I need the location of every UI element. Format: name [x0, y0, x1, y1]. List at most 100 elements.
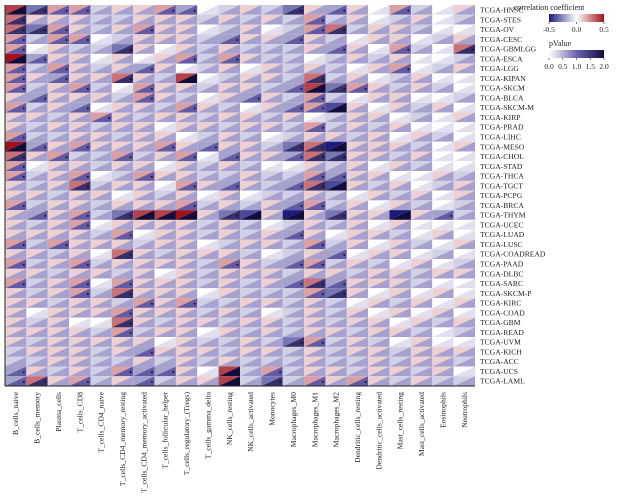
pvalue-triangle — [154, 161, 176, 172]
pvalue-triangle — [175, 63, 198, 74]
correlation-triangle — [368, 288, 390, 299]
pvalue-triangle — [346, 5, 369, 15]
pvalue-triangle — [154, 376, 176, 386]
correlation-triangle — [389, 122, 411, 132]
pvalue-triangle — [154, 14, 176, 25]
correlation-triangle — [90, 73, 112, 84]
correlation-triangle — [282, 171, 305, 181]
pvalue-triangle — [389, 259, 411, 269]
correlation-triangle — [90, 83, 112, 93]
correlation-triangle — [325, 171, 347, 181]
correlation-triangle — [26, 200, 48, 211]
significance-marker — [343, 87, 346, 90]
pvalue-triangle — [5, 63, 27, 74]
pvalue-triangle — [346, 141, 369, 152]
correlation-triangle — [26, 83, 48, 93]
correlation-triangle — [111, 268, 134, 279]
correlation-triangle — [154, 200, 176, 211]
significance-marker — [343, 175, 346, 178]
correlation-triangle — [218, 229, 240, 240]
pvalue-triangle — [90, 92, 112, 103]
significance-marker — [321, 78, 324, 81]
column-label: B_cells_naive — [11, 391, 20, 435]
correlation-triangle — [325, 14, 347, 25]
correlation-triangle — [432, 112, 454, 123]
correlation-triangle — [325, 5, 347, 15]
correlation-triangle — [368, 317, 390, 328]
row-label: TCGA-PAAD — [480, 259, 524, 268]
correlation-triangle — [111, 122, 134, 132]
correlation-triangle — [26, 63, 48, 74]
significance-marker — [343, 283, 346, 286]
pvalue-triangle — [282, 288, 305, 299]
correlation-triangle — [389, 102, 411, 113]
correlation-triangle — [368, 171, 390, 181]
pvalue-triangle — [325, 268, 347, 279]
pvalue-triangle — [175, 161, 198, 172]
pvalue-triangle — [346, 298, 369, 308]
correlation-triangle — [133, 102, 155, 113]
pvalue-triangle — [240, 112, 262, 123]
pvalue-triangle — [389, 180, 411, 191]
pvalue-triangle — [26, 278, 48, 289]
correlation-triangle — [453, 122, 475, 132]
pvalue-triangle — [432, 53, 454, 64]
correlation-triangle — [90, 44, 112, 54]
correlation-triangle — [368, 219, 390, 230]
correlation-triangle — [90, 327, 112, 338]
correlation-triangle — [111, 298, 134, 308]
significance-marker — [44, 97, 47, 100]
pvalue-triangle — [389, 63, 411, 74]
significance-marker — [300, 205, 303, 208]
correlation-triangle — [111, 112, 134, 123]
significance-marker — [215, 146, 217, 149]
pvalue-triangle — [175, 327, 198, 338]
pvalue-triangle — [304, 229, 326, 240]
pvalue-triangle — [282, 132, 305, 142]
row-label: TCGA-PCPG — [480, 191, 523, 200]
pvalue-triangle — [69, 44, 91, 54]
pvalue-triangle — [69, 317, 91, 328]
pvalue-triangle — [69, 34, 91, 45]
significance-marker — [129, 78, 132, 81]
pvalue-triangle — [5, 200, 27, 211]
pvalue-triangle — [325, 132, 347, 142]
pvalue-triangle — [5, 376, 27, 386]
pvalue-triangle — [69, 5, 91, 15]
pvalue-triangle — [5, 268, 27, 279]
pvalue-triangle — [368, 141, 390, 152]
pvalue-triangle — [154, 346, 176, 357]
correlation-triangle — [432, 376, 454, 386]
correlation-triangle — [90, 24, 112, 35]
pvalue-triangle — [133, 92, 155, 103]
correlation-triangle — [218, 5, 240, 15]
correlation-triangle — [432, 307, 454, 318]
pvalue-triangle — [47, 327, 70, 338]
pvalue-triangle — [453, 102, 475, 113]
correlation-triangle — [133, 288, 155, 299]
correlation-triangle — [175, 259, 198, 269]
pvalue-triangle — [453, 307, 475, 318]
significance-marker — [193, 156, 196, 159]
pvalue-triangle — [218, 356, 240, 367]
pvalue-triangle — [197, 268, 219, 279]
column-label: Dendritic_cells_resting — [353, 392, 362, 463]
correlation-triangle — [175, 307, 198, 318]
correlation-triangle — [261, 268, 283, 279]
pvalue-triangle — [175, 337, 198, 347]
correlation-triangle — [368, 346, 390, 357]
correlation-triangle — [346, 346, 369, 357]
significance-marker — [300, 214, 303, 217]
correlation-triangle — [368, 83, 390, 93]
pvalue-triangle — [368, 268, 390, 279]
correlation-triangle — [175, 366, 198, 377]
pvalue-triangle — [175, 366, 198, 377]
pvalue-triangle — [90, 268, 112, 279]
row-label: TCGA-UCEC — [480, 220, 523, 229]
correlation-triangle — [175, 112, 198, 123]
pvalue-triangle — [26, 171, 48, 181]
correlation-triangle — [304, 288, 326, 299]
correlation-triangle — [26, 141, 48, 152]
row-label: TCGA-UCS — [480, 367, 518, 376]
correlation-triangle — [368, 376, 390, 386]
